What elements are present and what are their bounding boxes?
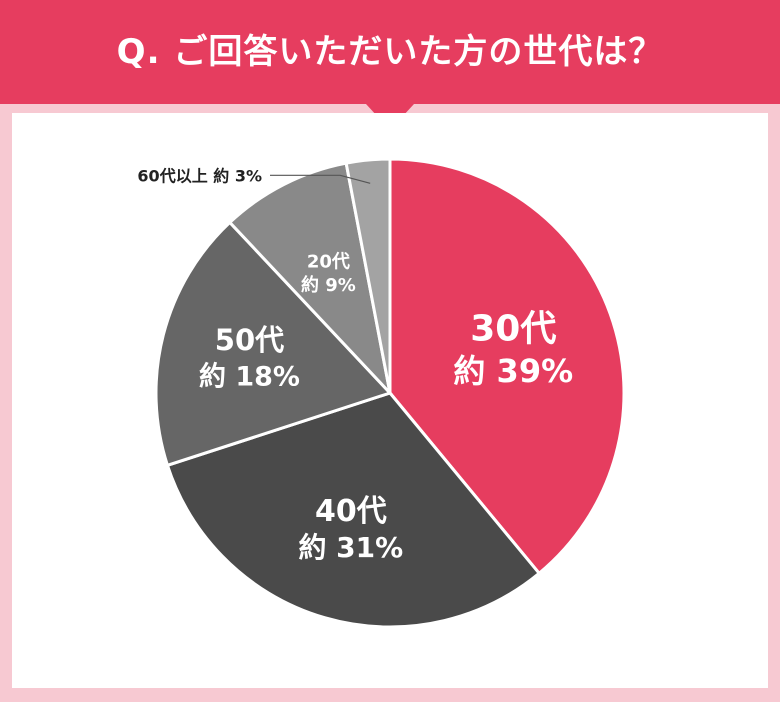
slice-value-label: 約 39% — [453, 352, 573, 390]
slice-value-label: 約 18% — [199, 360, 300, 392]
pie-slice-5 — [344, 157, 392, 394]
outside-slice-label: 60代以上 約 3% — [137, 166, 262, 185]
pie-slice-3 — [154, 220, 393, 468]
leader-line — [270, 174, 371, 184]
slice-name-label: 50代 — [215, 323, 284, 357]
question-header: Q. ご回答いただいた方の世代は？ — [0, 0, 780, 104]
pie-slice-2 — [165, 391, 542, 629]
slice-name-label: 40代 — [315, 494, 387, 529]
chart-panel: 30代約 39% 40代約 31% 50代約 18% 20代約 9% 60代以上 約 3… — [12, 113, 768, 688]
pie-slice-1 — [388, 157, 626, 576]
slice-value-label: 約 9% — [301, 274, 356, 296]
slice-name-label: 20代 — [307, 252, 350, 273]
slice-name-label: 30代 — [470, 309, 556, 350]
slice-value-label: 約 31% — [298, 531, 403, 564]
pie-slice-4 — [227, 161, 393, 398]
question-title: Q. ご回答いただいた方の世代は？ — [116, 32, 664, 72]
